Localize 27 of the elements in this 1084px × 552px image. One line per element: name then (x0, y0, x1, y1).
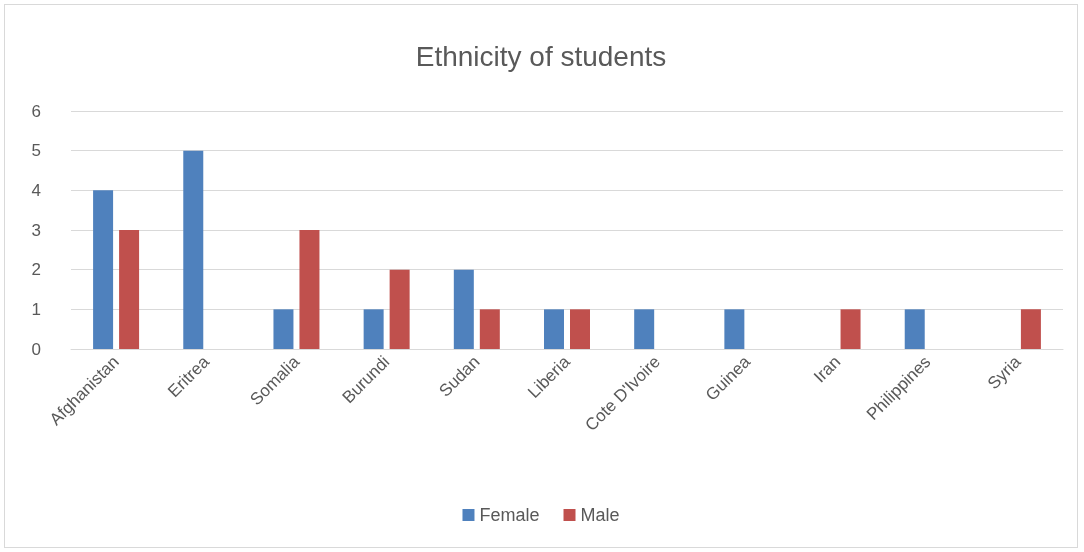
y-tick-label: 0 (31, 339, 41, 359)
y-tick-label: 4 (31, 180, 41, 200)
legend-label: Male (580, 505, 620, 525)
bar (840, 309, 861, 349)
y-tick-label: 3 (31, 220, 41, 240)
bar (273, 309, 294, 349)
bar (544, 309, 564, 349)
bar (363, 309, 384, 349)
bar (904, 309, 925, 349)
y-tick-label: 5 (31, 141, 41, 161)
bar (1020, 309, 1041, 349)
chart-title: Ethnicity of students (415, 40, 667, 72)
bar (183, 150, 204, 349)
bar (93, 190, 114, 349)
x-tick-label: Iran (810, 352, 845, 387)
bar (479, 309, 500, 349)
legend-label: Female (479, 505, 540, 525)
y-tick-label: 6 (31, 101, 41, 121)
bar (724, 309, 745, 349)
bar (119, 230, 140, 349)
y-tick-label: 2 (31, 260, 41, 280)
bar (570, 309, 590, 349)
y-tick-label: 1 (31, 299, 41, 319)
bar (299, 230, 320, 349)
bar (389, 269, 410, 349)
bar (634, 309, 655, 349)
bar (453, 269, 474, 349)
